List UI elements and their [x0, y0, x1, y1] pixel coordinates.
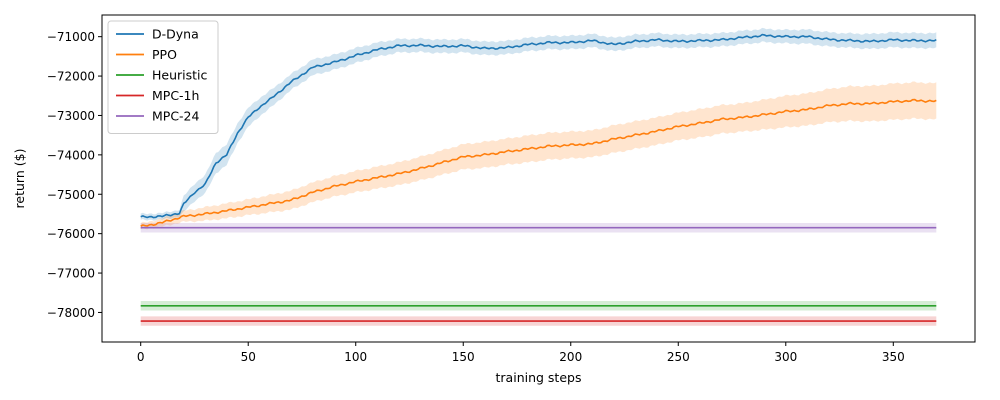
- plot-frame: [101, 14, 976, 343]
- x-tick-label: 100: [344, 350, 367, 364]
- x-axis-label: training steps: [496, 370, 582, 385]
- x-tick-label: 200: [559, 350, 582, 364]
- y-tick-label: −73000: [47, 109, 95, 123]
- y-tick-label: −76000: [47, 227, 95, 241]
- y-tick-label: −78000: [47, 306, 95, 320]
- y-axis-ticks: −78000 −77000 −76000 −75000 −74000 −73000 −720…: [47, 30, 102, 320]
- line-ppo: [140, 98, 937, 227]
- x-tick-label: 150: [452, 350, 475, 364]
- x-tick-label: 300: [774, 350, 797, 364]
- y-tick-label: −72000: [47, 70, 95, 84]
- legend-label-ppo: PPO: [152, 47, 177, 62]
- band-d-dyna: [140, 27, 937, 221]
- x-tick-label: 250: [667, 350, 690, 364]
- y-tick-label: −74000: [47, 148, 95, 162]
- x-tick-label: 50: [241, 350, 256, 364]
- legend: D-Dyna PPO Heuristic MPC-1h MPC-24: [107, 20, 219, 134]
- legend-label-mpc-1h: MPC-1h: [152, 88, 199, 103]
- y-tick-label: −77000: [47, 267, 95, 281]
- x-tick-label: 0: [137, 350, 145, 364]
- y-tick-label: −71000: [47, 30, 95, 44]
- legend-box: [107, 20, 219, 134]
- series-lines: [140, 33, 937, 322]
- x-tick-label: 350: [882, 350, 905, 364]
- legend-label-mpc-24: MPC-24: [152, 109, 200, 124]
- legend-label-d-dyna: D-Dyna: [152, 27, 199, 42]
- x-axis-ticks: 0 50 100 150 200 250 300 350: [137, 342, 905, 364]
- y-axis-label: return ($): [12, 149, 27, 209]
- legend-label-heuristic: Heuristic: [152, 68, 208, 83]
- line-d-dyna: [140, 33, 937, 219]
- y-tick-label: −75000: [47, 188, 95, 202]
